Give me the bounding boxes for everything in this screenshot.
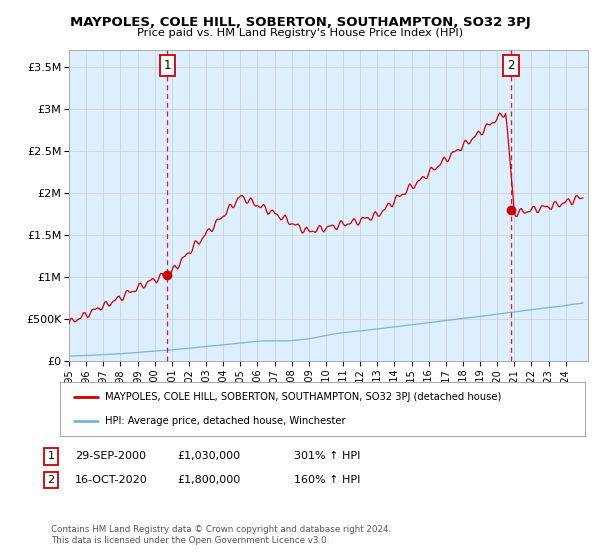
Text: 301% ↑ HPI: 301% ↑ HPI xyxy=(294,451,361,461)
Text: £1,800,000: £1,800,000 xyxy=(177,475,240,485)
Text: 1: 1 xyxy=(47,451,55,461)
Text: Price paid vs. HM Land Registry's House Price Index (HPI): Price paid vs. HM Land Registry's House … xyxy=(137,28,463,38)
Text: 2: 2 xyxy=(507,59,514,72)
Text: 29-SEP-2000: 29-SEP-2000 xyxy=(75,451,146,461)
Text: 16-OCT-2020: 16-OCT-2020 xyxy=(75,475,148,485)
Text: MAYPOLES, COLE HILL, SOBERTON, SOUTHAMPTON, SO32 3PJ: MAYPOLES, COLE HILL, SOBERTON, SOUTHAMPT… xyxy=(70,16,530,29)
Text: 2: 2 xyxy=(47,475,55,485)
Text: 1: 1 xyxy=(164,59,171,72)
Text: MAYPOLES, COLE HILL, SOBERTON, SOUTHAMPTON, SO32 3PJ (detached house): MAYPOLES, COLE HILL, SOBERTON, SOUTHAMPT… xyxy=(104,392,501,402)
Text: 160% ↑ HPI: 160% ↑ HPI xyxy=(294,475,361,485)
Text: HPI: Average price, detached house, Winchester: HPI: Average price, detached house, Winc… xyxy=(104,416,345,426)
Text: Contains HM Land Registry data © Crown copyright and database right 2024.
This d: Contains HM Land Registry data © Crown c… xyxy=(51,525,391,545)
Text: £1,030,000: £1,030,000 xyxy=(177,451,240,461)
